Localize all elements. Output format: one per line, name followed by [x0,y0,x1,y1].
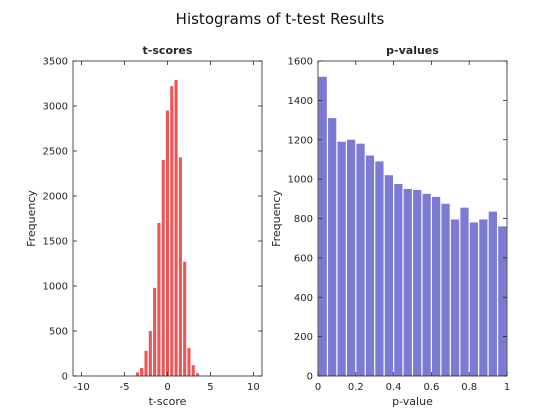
y-tick-label: 1000 [288,175,313,186]
bar [165,110,170,376]
bar [183,261,187,376]
bar [498,226,507,376]
axes-frame [317,60,508,377]
y-tick-label: 1000 [43,282,68,293]
bar [337,141,346,376]
bar [450,219,460,376]
y-tick-label: 2500 [43,147,68,158]
bar [148,331,152,376]
bars-2 [318,76,507,376]
bar [170,86,174,376]
x-tick-label: 1 [504,382,510,393]
bar [403,188,412,376]
y-axis-label: Frequency [25,190,38,247]
bar [441,203,450,376]
x-tick-label: 5 [207,382,213,393]
bar [488,211,497,376]
bar [328,118,337,376]
bar [413,189,422,376]
bar [157,223,161,376]
y-tick-label: 400 [294,293,313,304]
bar [178,157,182,376]
x-tick-label: -5 [120,382,130,393]
bar [422,193,431,376]
x-tick-label: 10 [247,382,260,393]
x-tick-label: 0.4 [386,382,402,393]
x-tick-label: 0.6 [423,382,439,393]
bar [384,175,393,376]
y-tick-label: 1500 [43,237,68,248]
bar [144,350,148,376]
subplot-1: -10 -5 0 5 10 0 500 1000 1500 2000 2500 3000 3500 t-s… [25,44,263,408]
bar [174,79,178,377]
bar [140,367,144,376]
x-ticks: 0 0.2 0.4 0.6 0.8 1 [315,61,510,393]
y-ticks: 0 200 400 600 800 1000 1200 1400 1600 [288,57,507,383]
y-tick-label: 1200 [288,135,313,146]
x-axis-label: t-score [149,395,187,408]
subplot-2: 0 0.2 0.4 0.6 0.8 1 0 200 400 600 800 1000 1200 1400 1… [270,44,510,408]
y-ticks: 0 500 1000 1500 2000 2500 3000 3500 [43,57,262,383]
bar [346,139,356,376]
y-tick-label: 600 [294,253,313,264]
bar [318,76,327,376]
bar [432,196,441,376]
subplot-title: p-values [386,44,439,57]
y-tick-label: 0 [62,372,68,383]
y-tick-label: 200 [294,332,313,343]
y-tick-label: 500 [49,327,68,338]
y-tick-label: 3500 [43,57,68,68]
y-tick-label: 3000 [43,102,68,113]
y-tick-label: 2000 [43,192,68,203]
x-axis-label: p-value [392,395,433,408]
x-ticks: -10 -5 0 5 10 [73,61,260,393]
x-tick-label: 0 [164,382,170,393]
bar [479,219,488,376]
bar [135,372,139,376]
bar [460,207,469,376]
y-tick-label: 0 [307,372,313,383]
bar [196,373,200,376]
bar [394,184,403,376]
x-tick-label: 0 [315,382,321,393]
bar [375,161,384,376]
x-tick-label: 0.2 [348,382,364,393]
x-tick-label: 0.8 [461,382,477,393]
y-tick-label: 800 [294,214,313,225]
bar [365,155,375,376]
figure-title: Histograms of t-test Results [175,10,385,28]
x-tick-label: -10 [73,382,89,393]
bars-1 [131,79,204,377]
y-tick-label: 1600 [288,57,313,68]
bar [191,365,195,376]
subplot-title: t-scores [143,44,193,57]
bar [356,143,365,376]
y-tick-label: 1400 [288,96,313,107]
bar [161,160,165,376]
bar [153,287,157,376]
bar [469,222,479,376]
bar [187,348,191,376]
y-axis-label: Frequency [270,190,283,247]
